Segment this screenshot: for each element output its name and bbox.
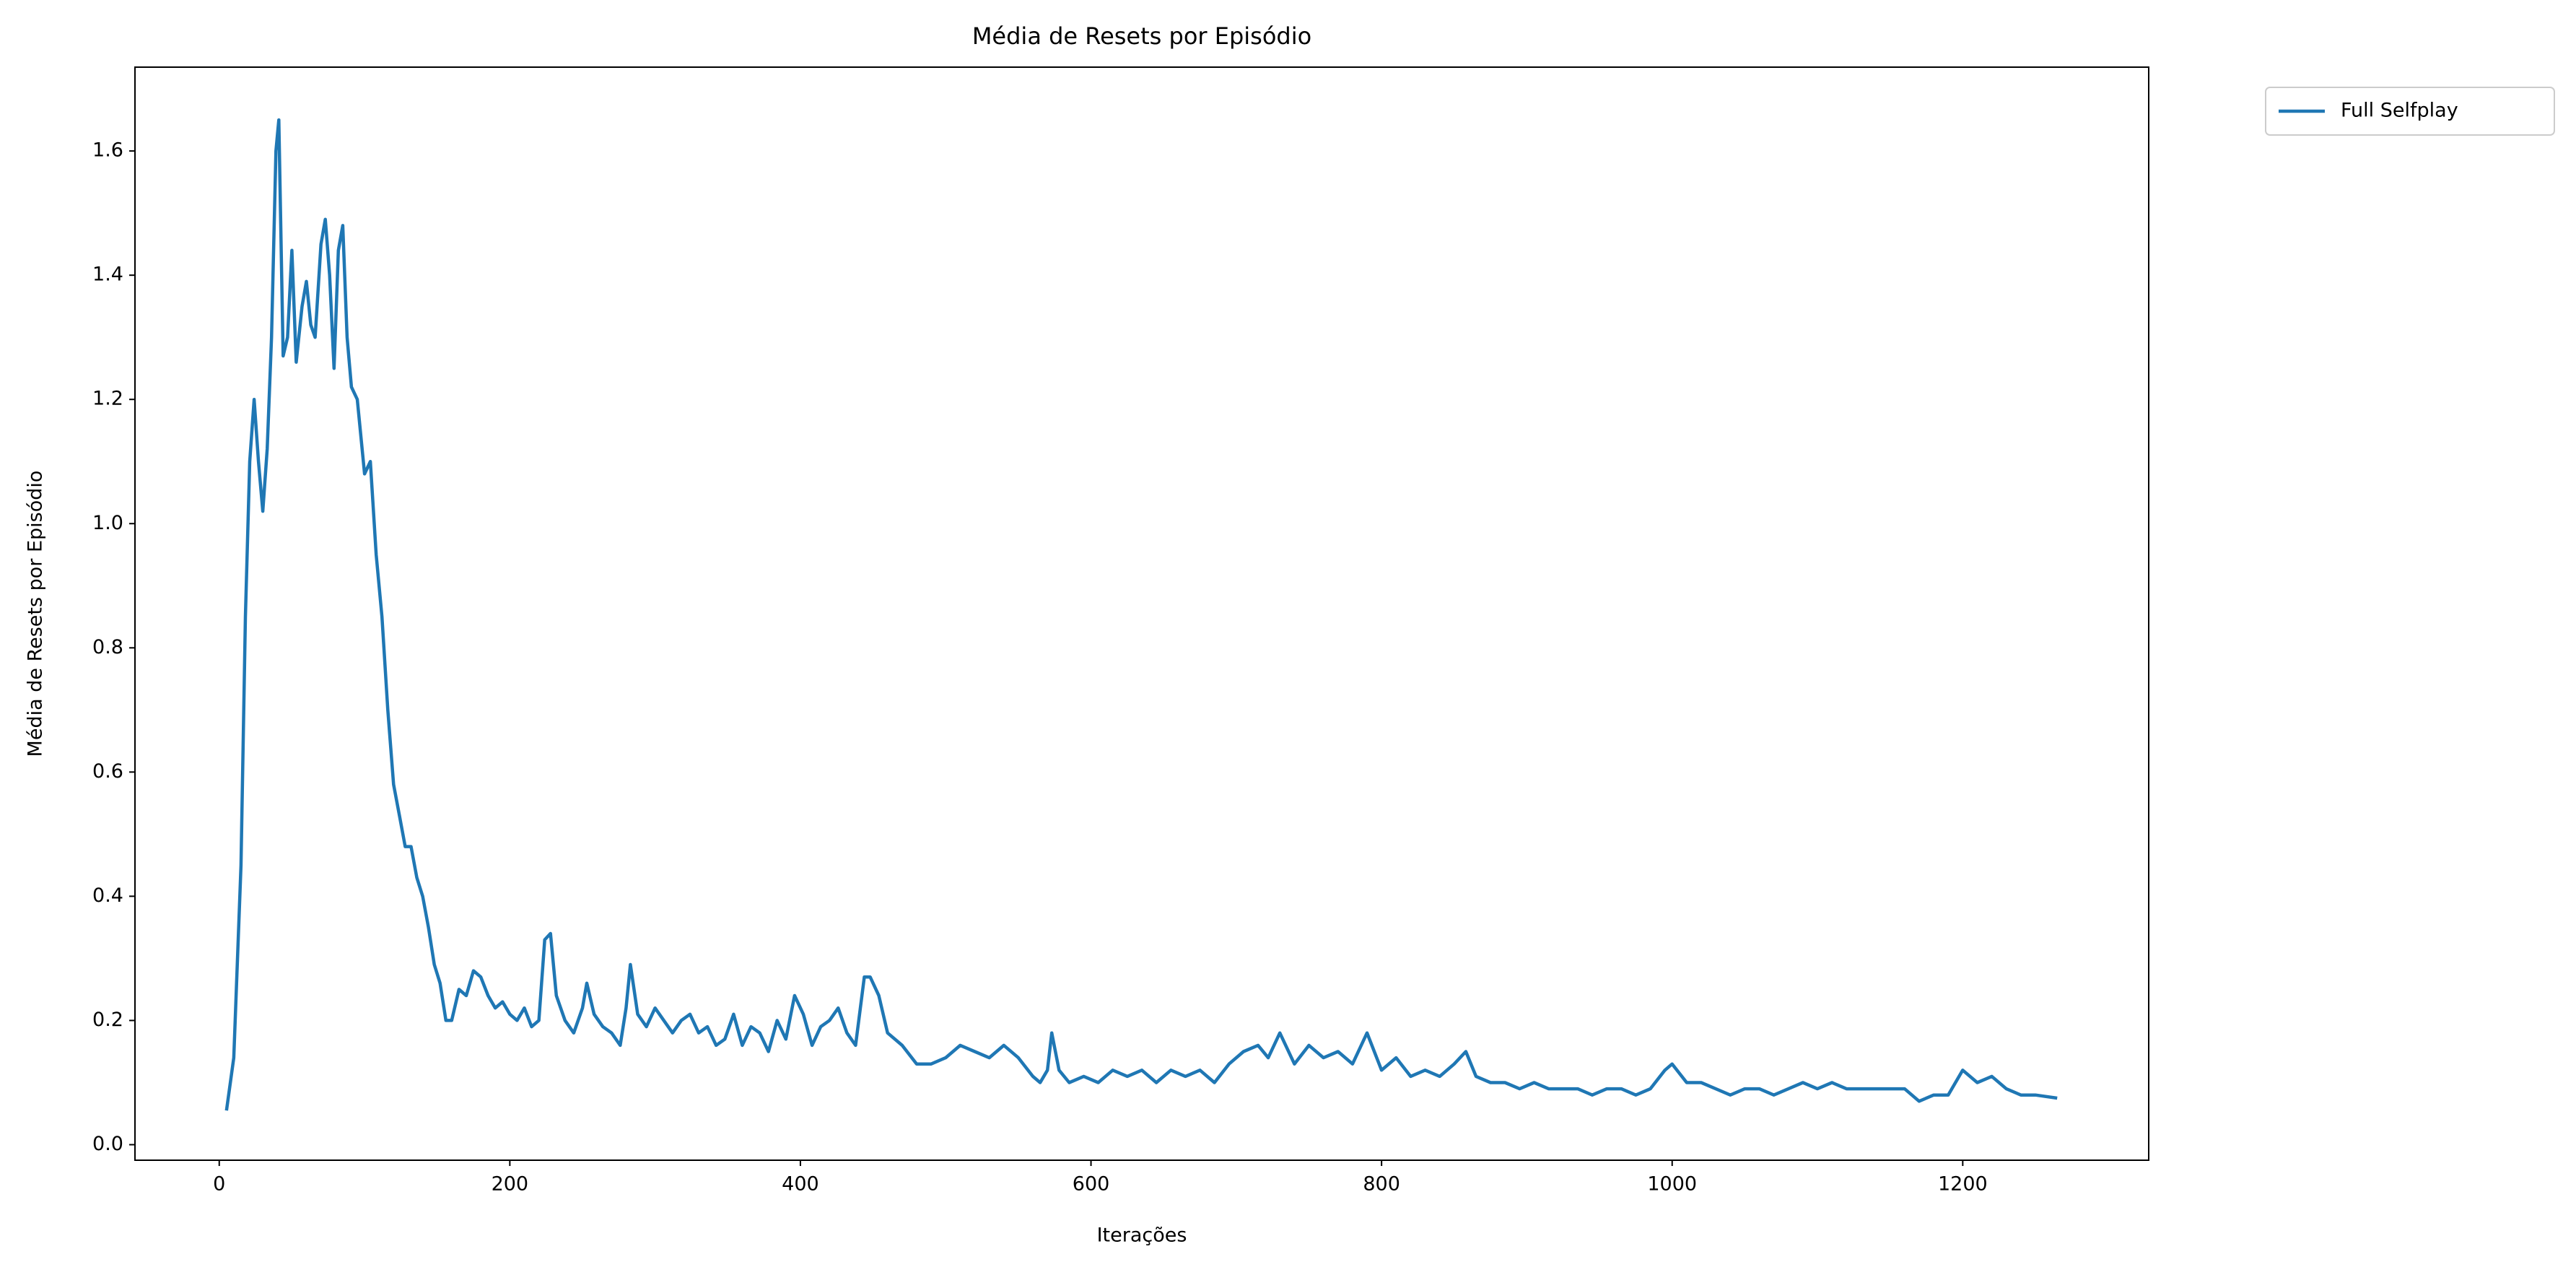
x-tick-label: 200 [492, 1173, 529, 1196]
plot-frame [134, 66, 2149, 1161]
y-tick-label: 0.4 [92, 884, 123, 907]
legend-box [2265, 87, 2555, 136]
chart-title: Média de Resets por Episódio [972, 22, 1311, 50]
y-tick-label: 1.0 [92, 512, 123, 534]
legend-label: Full Selfplay [2341, 100, 2458, 122]
x-tick-label: 800 [1363, 1173, 1400, 1196]
x-tick-label: 0 [213, 1173, 225, 1196]
y-tick-label: 1.4 [92, 264, 123, 286]
y-tick-label: 1.6 [92, 139, 123, 162]
x-tick-label: 400 [782, 1173, 819, 1196]
y-tick-label: 0.6 [92, 760, 123, 783]
y-tick-label: 0.8 [92, 636, 123, 658]
y-tick-label: 0.0 [92, 1133, 123, 1155]
x-axis-label: Iterações [1097, 1224, 1187, 1247]
line-series [224, 118, 2058, 1111]
x-tick-label: 1000 [1647, 1173, 1697, 1196]
x-tick-label: 1200 [1938, 1173, 1988, 1196]
y-tick-label: 1.2 [92, 388, 123, 410]
y-tick-label: 0.2 [92, 1009, 123, 1031]
y-axis-label: Média de Resets por Episódio [25, 471, 47, 757]
x-tick-label: 600 [1073, 1173, 1110, 1196]
